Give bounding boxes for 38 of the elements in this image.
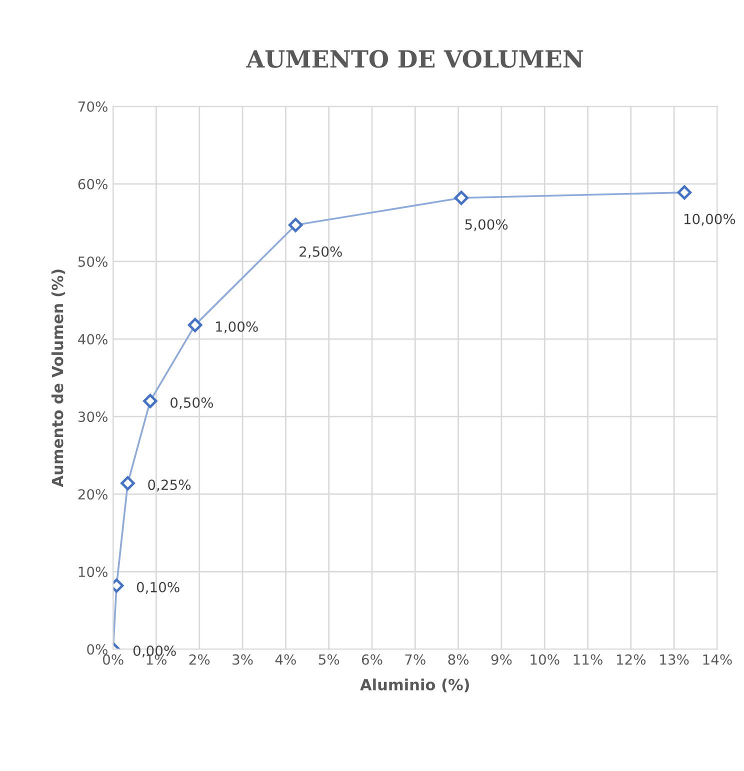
y-tick-label: 50% — [78, 256, 108, 267]
y-tick-label: 20% — [78, 489, 108, 500]
y-axis-title: Aumento de Volumen (%) — [51, 270, 66, 488]
y-tick-label: 10% — [78, 566, 108, 578]
x-tick-label: 14% — [703, 654, 732, 665]
x-tick-label: 13% — [660, 654, 689, 665]
annotation: 0,50% — [170, 397, 213, 410]
x-tick-label: 2% — [189, 654, 210, 665]
point — [454, 190, 468, 206]
point — [188, 318, 202, 332]
y-tick-label: 0% — [87, 644, 108, 655]
point — [143, 394, 158, 408]
y-tick-label: 70% — [78, 101, 108, 112]
annotation: 1,00% — [216, 321, 258, 334]
y-tick-label: 60% — [78, 178, 108, 190]
x-tick-label: 10% — [530, 654, 560, 665]
x-tick-label: 3% — [232, 654, 253, 665]
x-tick-label: 7% — [405, 654, 426, 665]
x-tick-label: 5% — [318, 654, 340, 665]
point — [677, 185, 692, 200]
annotation: 0,25% — [148, 480, 191, 492]
x-tick-label: 12% — [617, 654, 646, 665]
annotation: 0,10% — [136, 582, 180, 594]
y-tick-label: 40% — [78, 334, 108, 344]
y-tick-label: 30% — [78, 412, 108, 422]
x-tick-label: 6% — [362, 654, 382, 665]
x-tick-label: 4% — [275, 654, 296, 665]
x-axis-title: Aluminio (%) — [360, 678, 469, 692]
annotation: 5,00% — [465, 219, 508, 232]
point — [120, 476, 135, 490]
chart-title: AUMENTO DE VOLUMEN — [246, 50, 584, 68]
annotation: 10,00% — [684, 214, 736, 226]
x-tick-label: 0% — [102, 654, 124, 665]
annotation: 2,50% — [300, 246, 342, 258]
x-tick-label: 9% — [491, 654, 512, 665]
x-tick-label: 11% — [574, 654, 602, 665]
point — [288, 218, 303, 232]
x-tick-label: 8% — [448, 654, 469, 665]
